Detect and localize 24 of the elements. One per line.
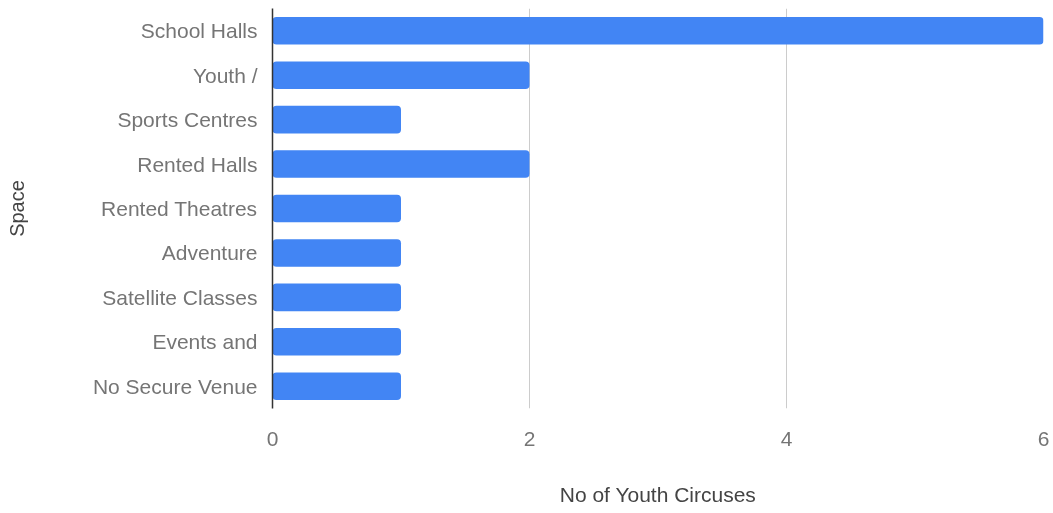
y-tick-label: Rented Theatres (101, 197, 258, 220)
y-axis-title: Space (5, 180, 28, 237)
bar (272, 61, 530, 89)
x-tick-label: 0 (266, 426, 279, 450)
y-tick-label: Satellite Classes (102, 285, 258, 309)
bar (272, 372, 401, 401)
x-axis-title: No of Youth Circuses (559, 482, 756, 506)
y-tick-label: Adventure (161, 241, 258, 265)
bar (272, 283, 401, 312)
bar (272, 328, 401, 356)
bar (272, 105, 401, 134)
bar (272, 239, 401, 267)
y-tick-label: Sports Centres (117, 108, 258, 132)
bar (272, 16, 1044, 45)
y-tick-label: Rented Halls (137, 152, 258, 176)
y-tick-label: Events and (152, 330, 258, 354)
x-tick-label: 2 (523, 426, 536, 450)
x-tick-label: 6 (1037, 426, 1050, 450)
y-tick-label: No Secure Venue (92, 374, 258, 398)
y-tick-label: Youth / (192, 63, 258, 87)
bar (272, 150, 530, 178)
y-tick-label: School Halls (140, 19, 258, 43)
bar (272, 194, 401, 223)
x-tick-label: 4 (780, 426, 793, 450)
